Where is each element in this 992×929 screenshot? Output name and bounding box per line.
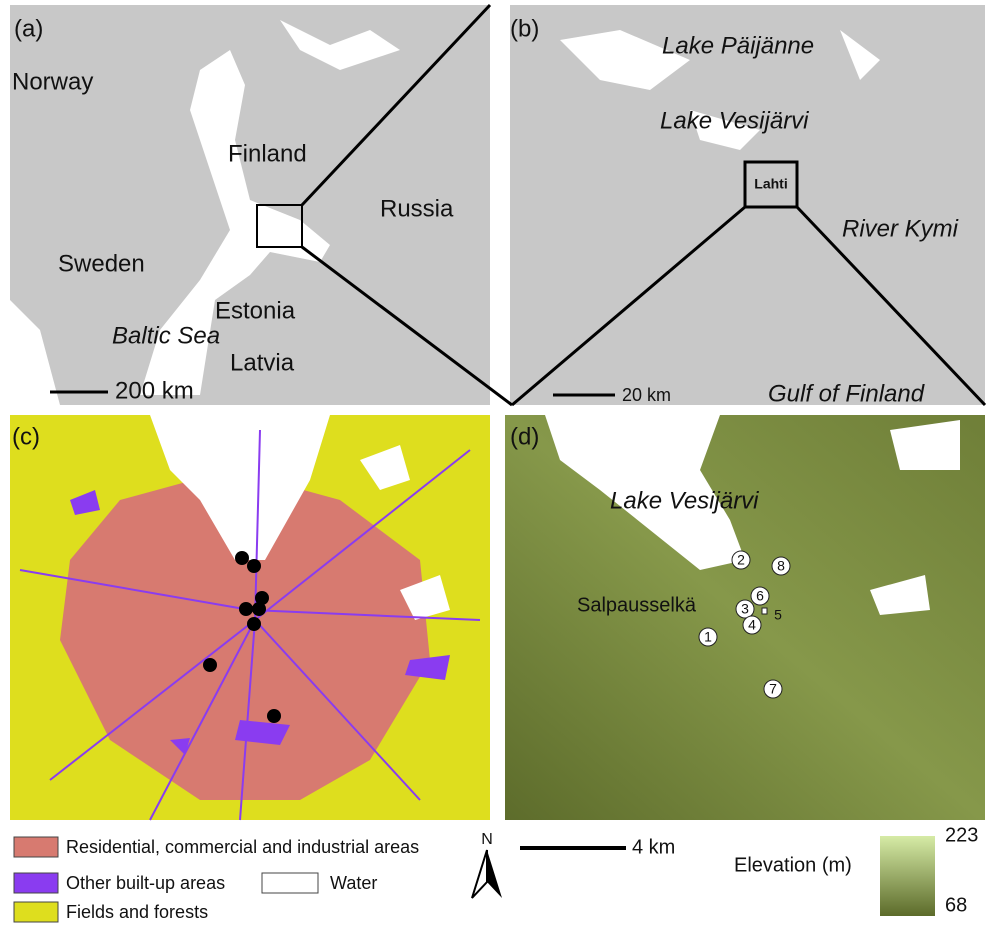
panel-label: (d) <box>510 423 539 450</box>
site-label: 8 <box>777 558 785 574</box>
place-label: River Kymi <box>842 215 959 242</box>
legend-swatch <box>14 902 58 922</box>
legend-label: Other built-up areas <box>66 873 225 893</box>
site-label: 7 <box>769 681 777 697</box>
elevation-min: 68 <box>945 894 967 916</box>
panel-c: (c) <box>10 415 490 820</box>
north-arrow <box>472 850 487 898</box>
place-label: Lahti <box>754 176 787 192</box>
elevation-ramp <box>880 836 935 916</box>
panel-label: (b) <box>510 15 539 42</box>
legend-swatch <box>14 873 58 893</box>
legend-label: Water <box>330 873 377 893</box>
place-label: Lake Vesijärvi <box>610 487 759 514</box>
site-label: 1 <box>704 629 712 645</box>
place-label: Salpausselkä <box>577 594 697 616</box>
place-label: Estonia <box>215 297 296 324</box>
legend: Residential, commercial and industrial a… <box>14 824 978 922</box>
site-label: 5 <box>774 607 782 623</box>
place-label: Baltic Sea <box>112 322 220 349</box>
panel-label: (c) <box>12 423 40 450</box>
scale-label: 20 km <box>622 385 671 405</box>
legend-swatch <box>262 873 318 893</box>
elevation-max: 223 <box>945 824 978 846</box>
place-label: Finland <box>228 140 307 167</box>
figure: (a) Norway Finland Russia Sweden Estonia… <box>0 0 992 924</box>
elevation-title: Elevation (m) <box>734 854 852 876</box>
panel-a: (a) Norway Finland Russia Sweden Estonia… <box>10 5 490 405</box>
place-label: Lake Päijänne <box>662 32 814 59</box>
place-label: Gulf of Finland <box>768 380 925 407</box>
legend-label: Fields and forests <box>66 902 208 922</box>
panel-d: (d) Lake Vesijärvi Salpausselkä 1 2 3 4 … <box>505 415 985 820</box>
legend-swatch <box>14 837 58 857</box>
place-label: Norway <box>12 68 93 95</box>
panel-label: (a) <box>14 15 43 42</box>
scale-label: 200 km <box>115 377 194 404</box>
place-label: Russia <box>380 195 454 222</box>
legend-label: Residential, commercial and industrial a… <box>66 837 419 857</box>
site-label: 4 <box>748 617 756 633</box>
scale-label: 4 km <box>632 836 675 858</box>
site-label: 2 <box>737 552 745 568</box>
north-label: N <box>481 831 493 848</box>
north-arrow <box>487 850 502 898</box>
place-label: Lake Vesijärvi <box>660 107 809 134</box>
place-label: Sweden <box>58 250 145 277</box>
place-label: Latvia <box>230 349 295 376</box>
site-label: 6 <box>756 588 764 604</box>
site-label: 3 <box>741 601 749 617</box>
